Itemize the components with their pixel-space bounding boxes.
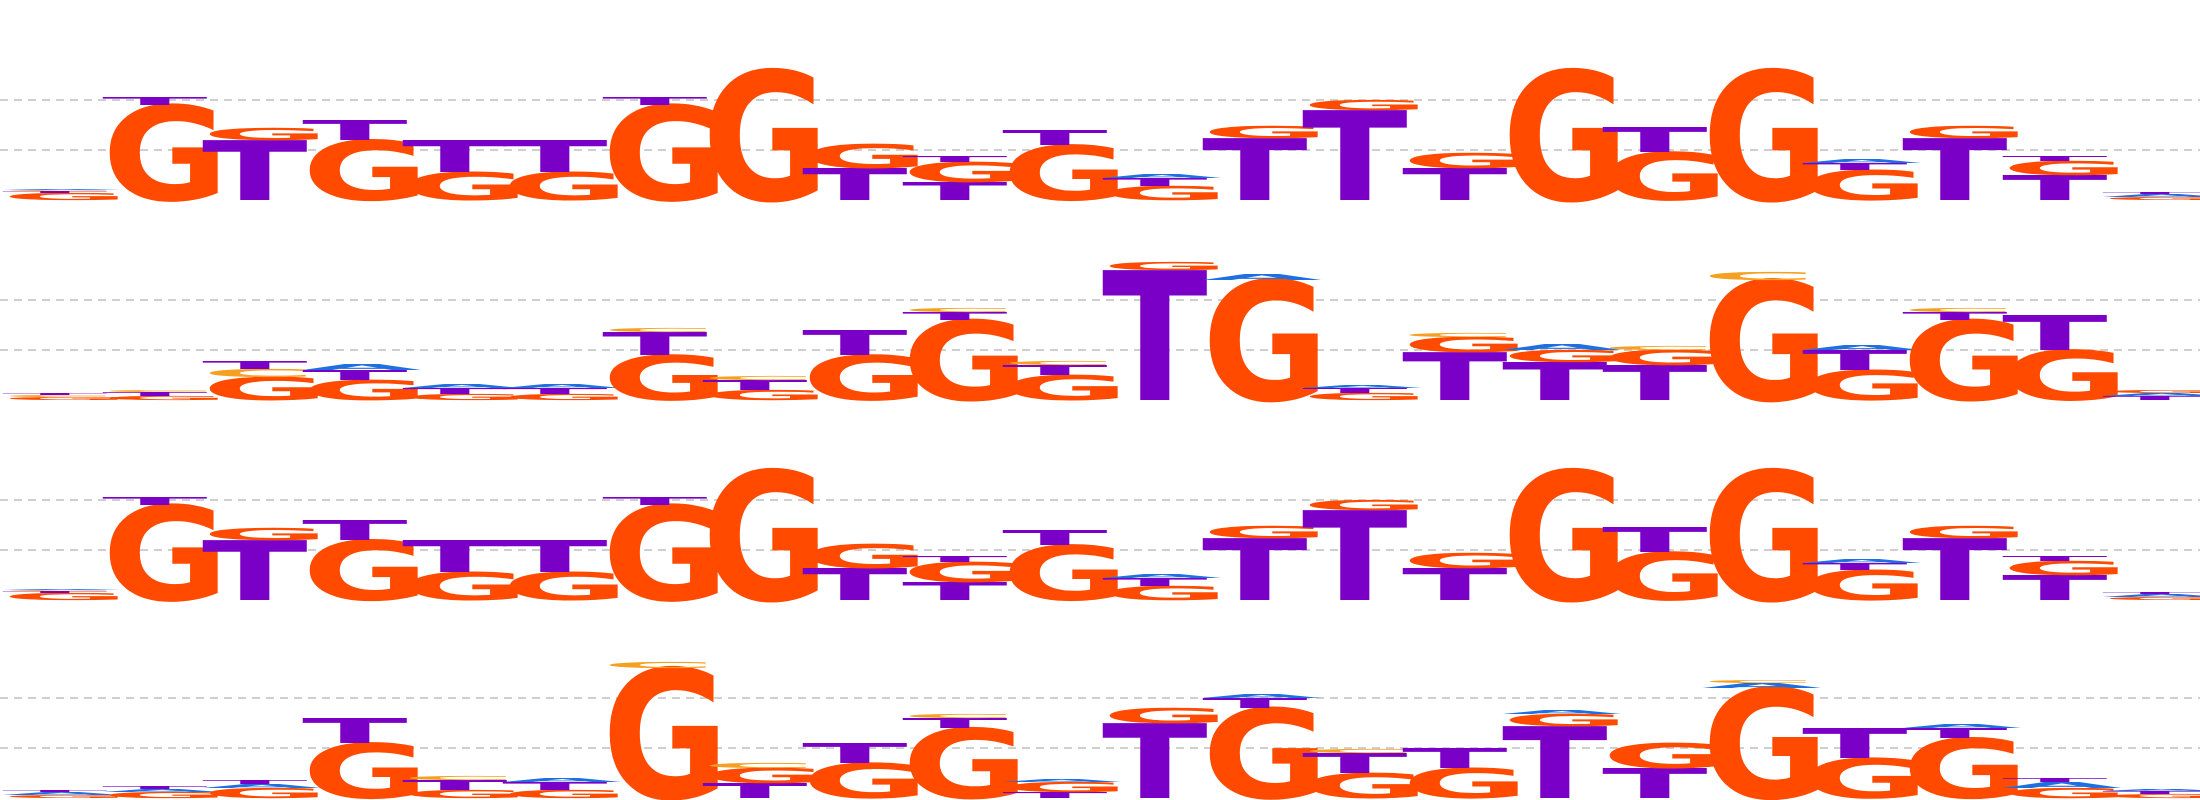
logo-letter-t: T: [1002, 126, 1108, 150]
logo-letter-g: G: [2102, 389, 2200, 394]
logo-letter-t: T: [902, 554, 1008, 564]
logo-letter-c: C: [1602, 345, 1716, 351]
logo-letter-g: G: [1702, 36, 1829, 243]
logo-letter-c: C: [702, 375, 816, 381]
logo-letter-c: C: [902, 307, 1016, 313]
logo-letter-c: C: [602, 327, 716, 333]
logo-letter-a: A: [1202, 693, 1322, 699]
logo-letter-t: T: [2002, 555, 2108, 563]
logo-letter-t: T: [102, 95, 208, 108]
logo-letter-t: T: [2002, 777, 2108, 783]
logo-letter-t: T: [402, 131, 508, 182]
logo-letter-t: T: [302, 712, 408, 752]
logo-letter-g: G: [1702, 436, 1829, 643]
logo-letter-t: T: [1402, 743, 1508, 775]
logo-letter-c: C: [102, 389, 216, 392]
logo-letter-t: T: [902, 154, 1008, 164]
logo-letter-t: T: [2102, 591, 2200, 594]
logo-letter-g: G: [1902, 523, 2029, 542]
logo-letter-t: T: [202, 779, 308, 785]
logo-letter-t: T: [2, 789, 108, 792]
logo-letter-c: C: [402, 775, 516, 781]
logo-letter-t: T: [2002, 306, 2108, 362]
logo-letter-t: T: [102, 785, 208, 790]
logo-letter-t: T: [2, 392, 108, 395]
logo-letter-a: A: [2102, 788, 2200, 791]
logo-letter-t: T: [602, 95, 708, 108]
logo-letter-a: A: [1502, 709, 1622, 715]
logo-letter-t: T: [202, 359, 308, 372]
logo-letter-t: T: [402, 531, 508, 582]
logo-letter-t: T: [102, 495, 208, 508]
logo-letter-t: T: [1802, 720, 1908, 768]
logo-letter-g: G: [1302, 497, 1429, 513]
logo-letter-c: C: [1702, 679, 1816, 684]
logo-letter-t: T: [1602, 521, 1708, 561]
logo-letter-a: A: [302, 362, 422, 372]
logo-letter-c: C: [702, 762, 816, 770]
logo-letter-t: T: [502, 531, 608, 582]
logo-letter-g: G: [1902, 123, 2029, 142]
logo-letter-a: A: [1202, 272, 1322, 282]
logo-letter-c: C: [1702, 270, 1816, 283]
logo-letter-t: T: [602, 495, 708, 508]
logo-letter-g: G: [1302, 97, 1429, 113]
logo-letter-c: C: [1402, 332, 1516, 338]
logo-letter-a: A: [1902, 723, 2022, 729]
logo-letter-c: C: [602, 660, 716, 670]
logo-letters: GTCAGTTGGTGTGTGTGTGTGTGTGTATGTGTGGGTGGTA…: [2, 36, 2200, 800]
logo-letter-t: T: [502, 131, 608, 182]
logo-letter-t: T: [302, 515, 408, 547]
logo-letter-t: T: [2102, 191, 2200, 194]
logo-letter-t: T: [802, 738, 908, 770]
logo-letter-c: C: [902, 713, 1016, 719]
logo-letter-c: C: [1902, 307, 2016, 313]
logo-letter-c: C: [1002, 360, 1116, 366]
logo-letter-c: C: [1302, 748, 1416, 754]
logo-letter-t: T: [2002, 155, 2108, 163]
logo-letter-t: T: [802, 324, 908, 364]
logo-letter-t: T: [1002, 526, 1108, 550]
logo-letter-t: T: [1602, 121, 1708, 161]
logo-letter-t: T: [302, 115, 408, 147]
